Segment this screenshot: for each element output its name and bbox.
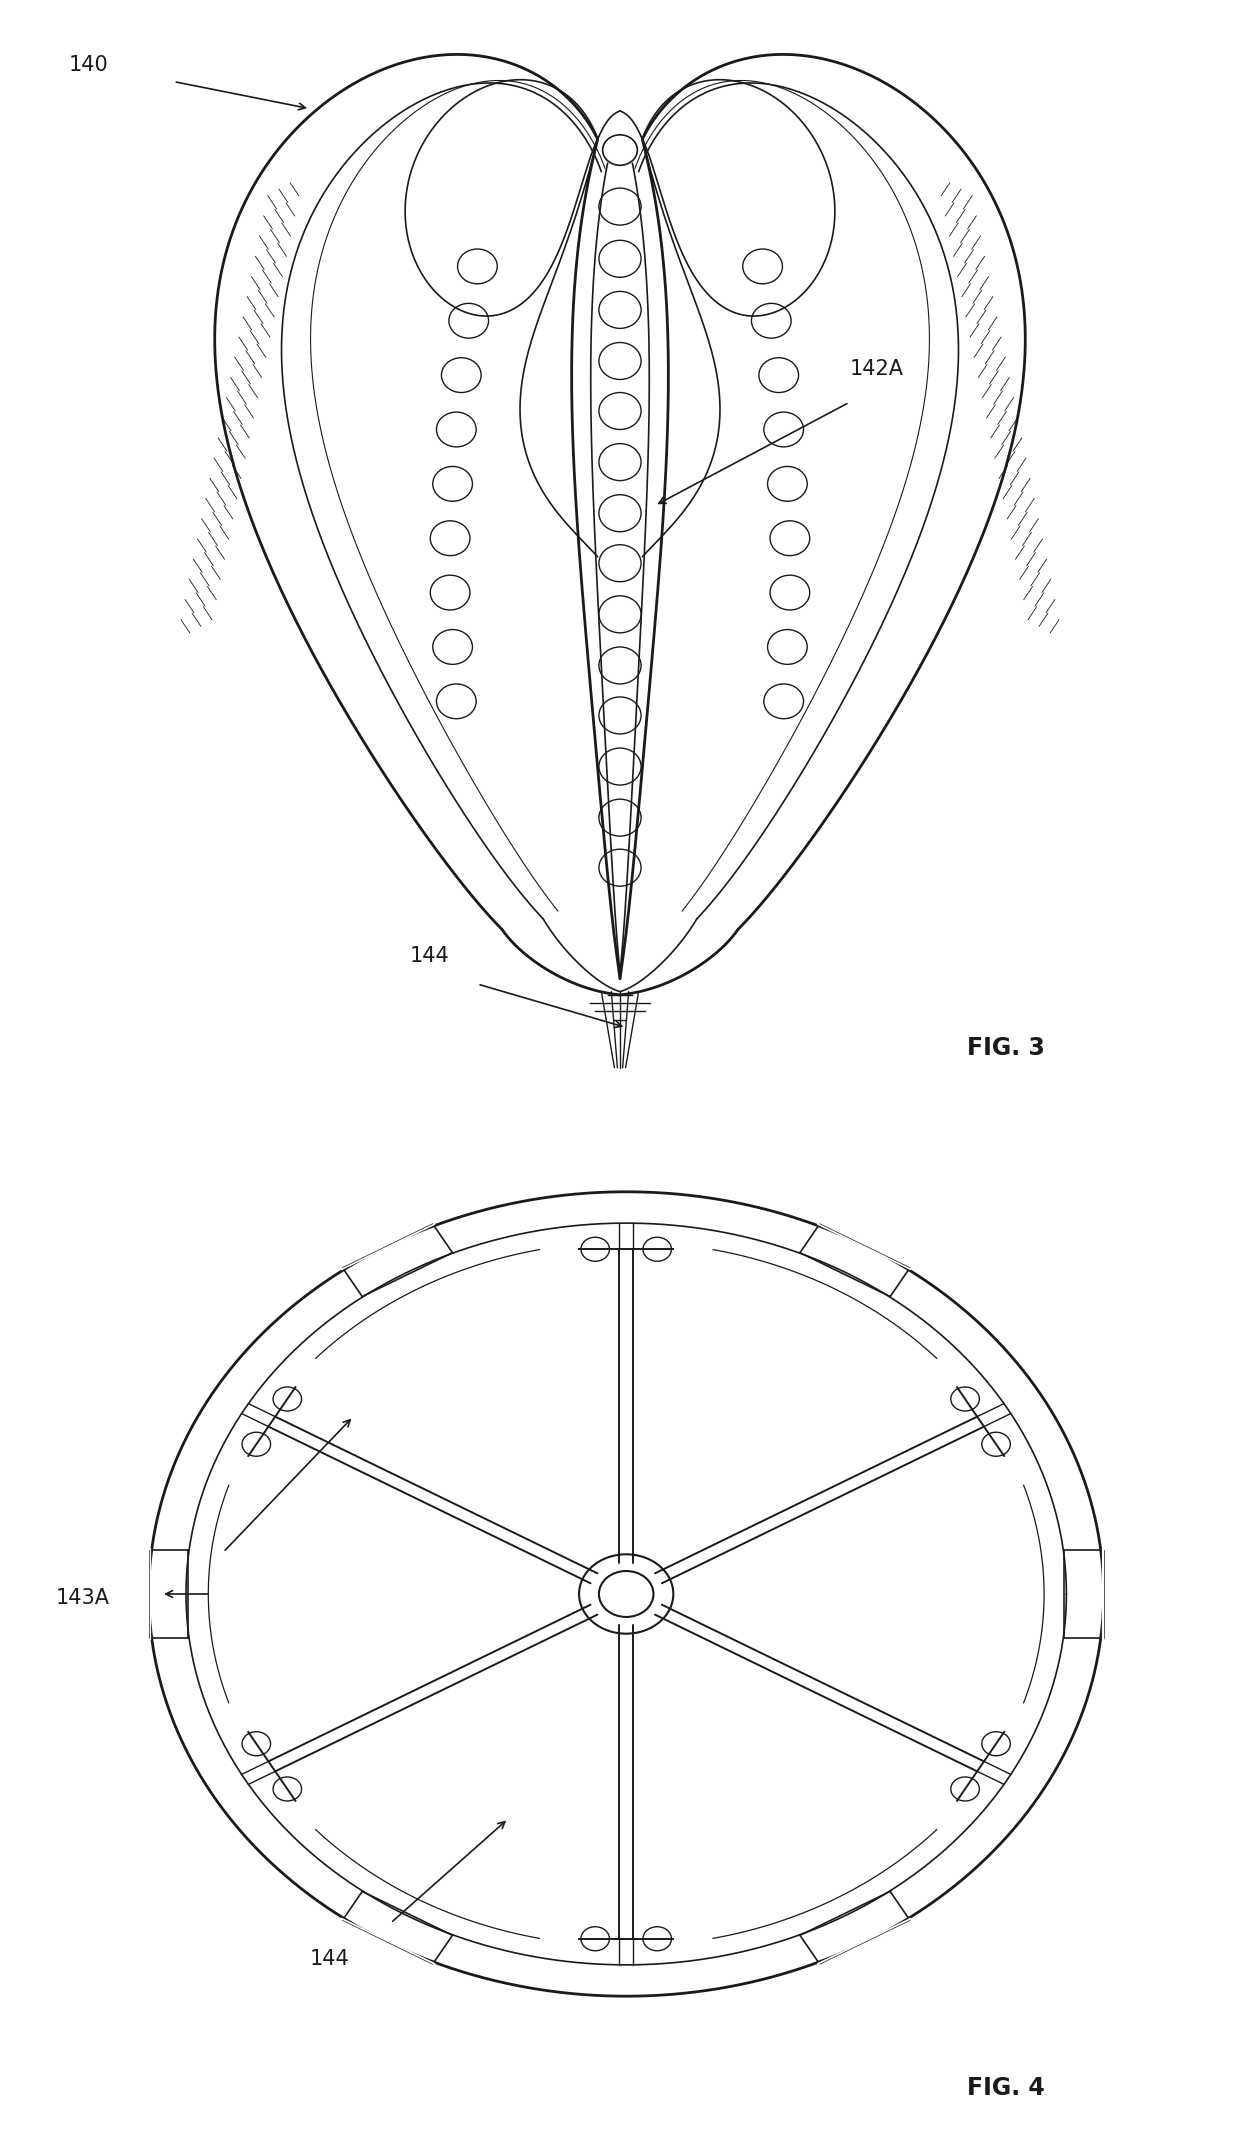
Text: FIG. 4: FIG. 4 (967, 2077, 1045, 2100)
Text: 144: 144 (409, 947, 449, 966)
Text: FIG. 3: FIG. 3 (967, 1036, 1045, 1060)
Text: 142A: 142A (849, 358, 904, 379)
Text: 140: 140 (68, 55, 108, 75)
Text: 143A: 143A (56, 1588, 110, 1608)
Text: 144: 144 (310, 1949, 350, 1968)
